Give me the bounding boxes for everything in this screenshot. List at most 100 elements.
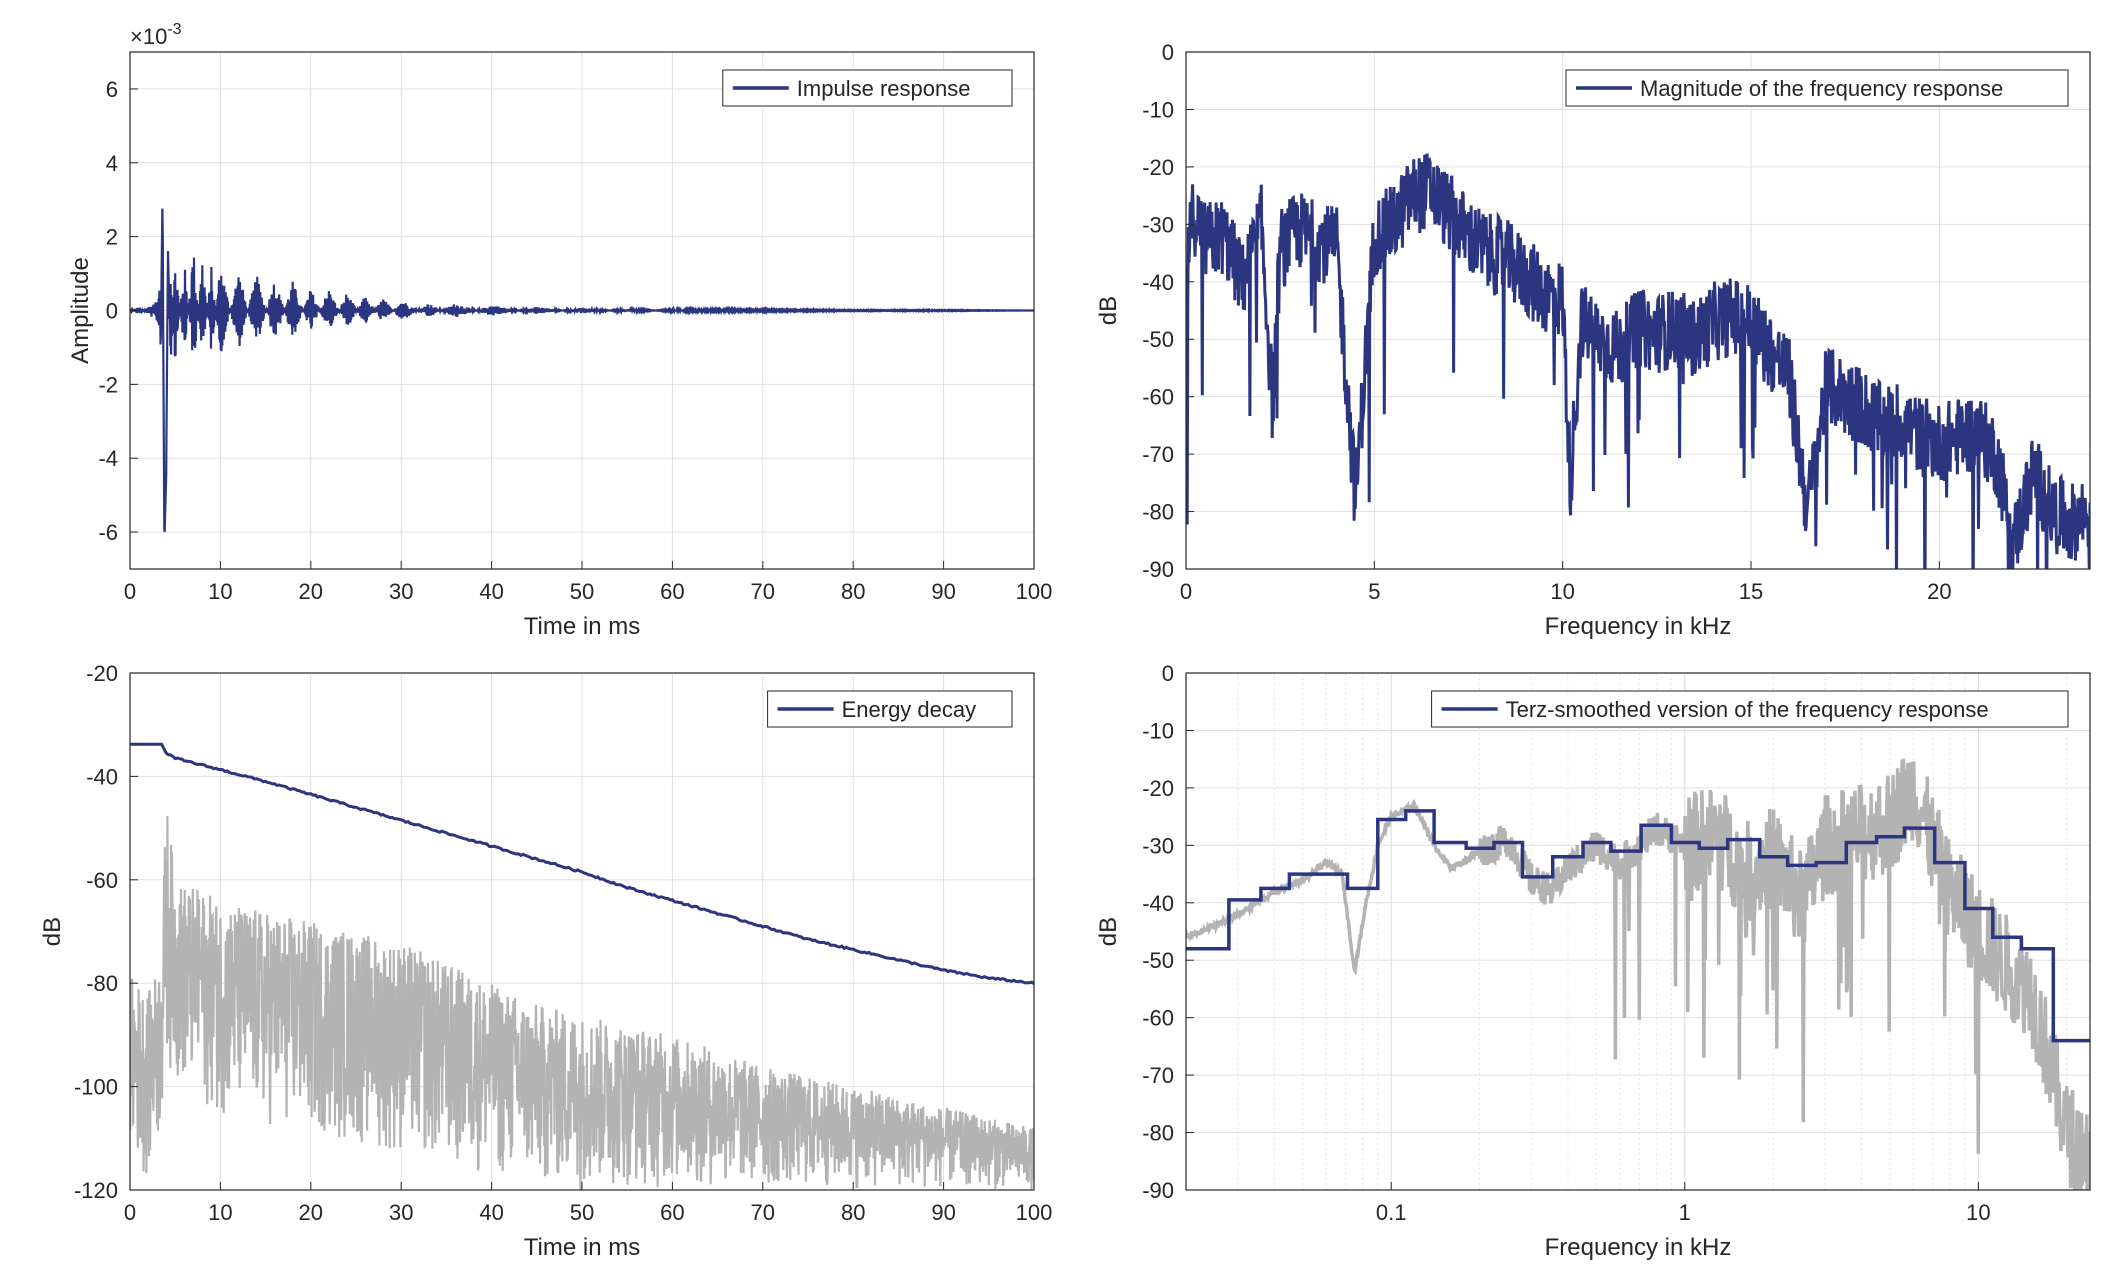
legend-entry: Magnitude of the frequency response bbox=[1640, 76, 2003, 101]
x-tick-label: 10 bbox=[1966, 1200, 1990, 1225]
y-tick-label: -80 bbox=[1142, 500, 1174, 525]
legend: Energy decay bbox=[767, 690, 1013, 728]
x-tick-label: 5 bbox=[1368, 579, 1380, 604]
legend-entry: Impulse response bbox=[797, 76, 971, 101]
x-tick-label: 80 bbox=[841, 1200, 865, 1225]
y-tick-label: -30 bbox=[1142, 833, 1174, 858]
y-tick-label: -90 bbox=[1142, 557, 1174, 582]
y-tick-label: -40 bbox=[1142, 270, 1174, 295]
y-tick-label: -100 bbox=[74, 1075, 118, 1100]
series-line bbox=[1186, 809, 2090, 1043]
y-tick-label: 4 bbox=[106, 151, 118, 176]
series-line bbox=[1186, 153, 2090, 569]
x-tick-label: 30 bbox=[389, 579, 413, 604]
series-gray-raw bbox=[1186, 758, 2090, 1190]
x-tick-label: 0.1 bbox=[1376, 1200, 1407, 1225]
x-tick-label: 60 bbox=[660, 579, 684, 604]
x-tick-label: 100 bbox=[1016, 1200, 1053, 1225]
x-tick-label: 50 bbox=[570, 579, 594, 604]
y-axis-label: dB bbox=[1095, 917, 1122, 946]
y-tick-label: -20 bbox=[1142, 776, 1174, 801]
y-tick-label: -6 bbox=[98, 520, 118, 545]
y-tick-label: -10 bbox=[1142, 718, 1174, 743]
axis-exponent-label: ×10-3 bbox=[130, 21, 182, 49]
series-gray-noise bbox=[130, 815, 1034, 1190]
x-tick-label: 1 bbox=[1679, 1200, 1691, 1225]
series-group bbox=[1186, 758, 2090, 1190]
x-tick-label: 10 bbox=[208, 1200, 232, 1225]
x-tick-label: 20 bbox=[1927, 579, 1951, 604]
exponent-base: ×10 bbox=[130, 24, 167, 49]
y-tick-label: -60 bbox=[86, 868, 118, 893]
grid bbox=[1185, 672, 2090, 1191]
y-tick-label: -70 bbox=[1142, 1063, 1174, 1088]
axes-box bbox=[1185, 51, 2091, 570]
x-tick-label: 0 bbox=[124, 1200, 136, 1225]
x-axis-label: Frequency in kHz bbox=[1545, 613, 1732, 640]
series-group bbox=[130, 208, 1034, 533]
x-tick-label: 40 bbox=[479, 579, 503, 604]
y-axis-label: dB bbox=[1095, 296, 1122, 325]
y-axis-label: Amplitude bbox=[67, 257, 94, 364]
x-tick-label: 70 bbox=[751, 579, 775, 604]
y-tick-label: -2 bbox=[98, 372, 118, 397]
x-axis-label: Time in ms bbox=[524, 1234, 640, 1261]
x-tick-label: 90 bbox=[931, 1200, 955, 1225]
chart-terz: 0.1 1 10 0 -10 -20 -30 -40 -50 -60 -70 -80 -90 Freque… bbox=[1095, 661, 2091, 1261]
y-tick-label: -60 bbox=[1142, 1006, 1174, 1031]
y-tick-label: -40 bbox=[1142, 891, 1174, 916]
y-tick-label: -4 bbox=[98, 446, 118, 471]
y-tick-label: -60 bbox=[1142, 385, 1174, 410]
y-tick-label: -40 bbox=[86, 764, 118, 789]
x-tick-label: 90 bbox=[931, 579, 955, 604]
x-axis-label: Time in ms bbox=[524, 613, 640, 640]
y-tick-label: -30 bbox=[1142, 212, 1174, 237]
legend: Terz-smoothed version of the frequency r… bbox=[1431, 690, 2069, 728]
legend-entry: Energy decay bbox=[842, 697, 977, 722]
y-tick-label: -50 bbox=[1142, 327, 1174, 352]
x-axis-label: Frequency in kHz bbox=[1545, 1234, 1732, 1261]
series-group bbox=[130, 742, 1034, 1190]
x-tick-label: 50 bbox=[570, 1200, 594, 1225]
x-tick-label: 70 bbox=[751, 1200, 775, 1225]
legend-box bbox=[1431, 690, 2069, 728]
legend-entry: Terz-smoothed version of the frequency r… bbox=[1506, 697, 1989, 722]
axes-box bbox=[1185, 672, 2091, 1191]
x-tick-label: 30 bbox=[389, 1200, 413, 1225]
series-group bbox=[1186, 153, 2090, 569]
legend: Magnitude of the frequency response bbox=[1565, 69, 2069, 107]
exponent-power: -3 bbox=[167, 21, 181, 38]
x-tick-label: 0 bbox=[124, 579, 136, 604]
y-tick-label: -80 bbox=[86, 971, 118, 996]
y-tick-label: 0 bbox=[106, 299, 118, 324]
y-tick-label: 6 bbox=[106, 77, 118, 102]
y-tick-label: -20 bbox=[86, 661, 118, 686]
y-tick-label: -50 bbox=[1142, 948, 1174, 973]
x-tick-label: 100 bbox=[1016, 579, 1053, 604]
y-tick-label: -20 bbox=[1142, 155, 1174, 180]
x-tick-label: 15 bbox=[1739, 579, 1763, 604]
chart-impulse: 0 10 20 30 40 50 60 70 80 90 100 -6 -4 -2 0 2 4 6 Time in … bbox=[67, 21, 1052, 640]
y-tick-label: -10 bbox=[1142, 97, 1174, 122]
series-line bbox=[130, 742, 1034, 986]
chart-magnitude: 0 5 10 15 20 0 -10 -20 -30 -40 -50 -60 -70 -80 -90 Freq… bbox=[1095, 40, 2091, 640]
chart-energy: 0 10 20 30 40 50 60 70 80 90 100 -20 -40 -60 -80 -100 -1… bbox=[39, 661, 1052, 1261]
x-tick-label: 60 bbox=[660, 1200, 684, 1225]
x-tick-label: 20 bbox=[299, 579, 323, 604]
x-tick-label: 10 bbox=[1550, 579, 1574, 604]
y-tick-label: 0 bbox=[1162, 40, 1174, 65]
x-tick-label: 40 bbox=[479, 1200, 503, 1225]
x-tick-label: 80 bbox=[841, 579, 865, 604]
y-tick-label: -90 bbox=[1142, 1178, 1174, 1203]
x-tick-label: 10 bbox=[208, 579, 232, 604]
y-tick-label: 0 bbox=[1162, 661, 1174, 686]
legend-box bbox=[1565, 69, 2069, 107]
y-axis-label: dB bbox=[39, 917, 66, 946]
y-tick-label: -70 bbox=[1142, 442, 1174, 467]
series-line bbox=[130, 208, 1034, 533]
x-tick-label: 20 bbox=[299, 1200, 323, 1225]
y-tick-label: 2 bbox=[106, 225, 118, 250]
y-tick-label: -80 bbox=[1142, 1121, 1174, 1146]
x-tick-label: 0 bbox=[1180, 579, 1192, 604]
